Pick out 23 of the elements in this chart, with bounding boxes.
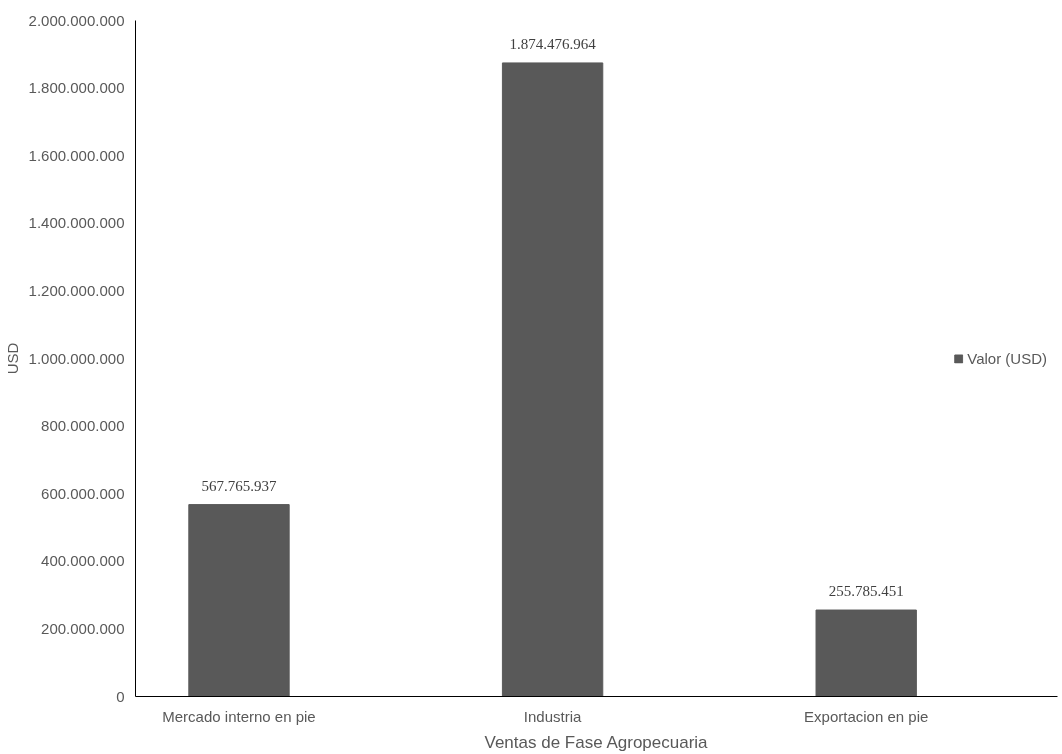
y-tick-label: 1.400.000.000 xyxy=(28,214,125,232)
data-label: 1.874.476.964 xyxy=(509,35,597,52)
y-axis-title: USD xyxy=(3,342,21,375)
x-tick-label: Industria xyxy=(523,707,583,725)
x-tick-label: Mercado interno en pie xyxy=(162,707,316,725)
y-tick-label: 0 xyxy=(116,687,125,705)
y-tick-label: 800.000.000 xyxy=(41,417,125,435)
y-tick-label: 200.000.000 xyxy=(41,619,125,637)
x-axis-title: Ventas de Fase Agropecuaria xyxy=(484,732,709,752)
bar xyxy=(188,504,290,697)
y-tick-label: 1.800.000.000 xyxy=(28,79,125,97)
x-tick-label: Exportacion en pie xyxy=(804,707,929,725)
y-tick-label: 1.200.000.000 xyxy=(28,281,125,299)
data-label: 255.785.451 xyxy=(828,583,904,600)
bar xyxy=(815,609,917,697)
y-tick-label: 600.000.000 xyxy=(41,484,125,502)
y-tick-label: 1.000.000.000 xyxy=(28,349,125,367)
legend-label: Valor (USD) xyxy=(967,349,1047,367)
y-tick-label: 1.600.000.000 xyxy=(28,146,125,164)
bar xyxy=(501,62,604,697)
y-tick-label: 400.000.000 xyxy=(41,552,125,570)
y-tick-label: 2.000.000.000 xyxy=(28,11,125,29)
data-label: 567.765.937 xyxy=(201,477,277,494)
